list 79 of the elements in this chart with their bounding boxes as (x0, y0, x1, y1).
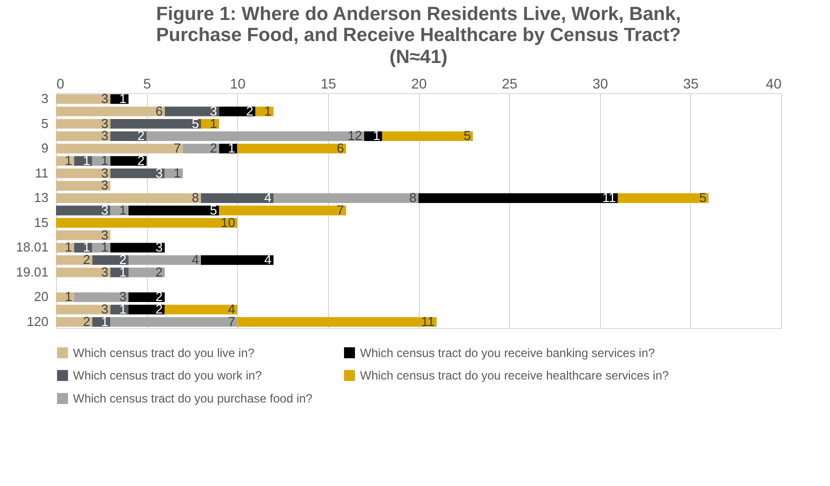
data-label: 8 (192, 190, 199, 206)
data-label: 8 (409, 190, 416, 206)
data-label: 2 (83, 314, 90, 329)
x-tick-label: 10 (230, 76, 246, 92)
data-label: 6 (336, 140, 344, 156)
data-label: 1 (119, 91, 126, 106)
data-label: 1 (210, 116, 218, 131)
data-label: 2 (210, 140, 218, 156)
data-label: 3 (119, 289, 126, 304)
data-label: 3 (156, 165, 163, 180)
x-tick-label: 35 (683, 76, 699, 92)
data-label: 3 (101, 116, 108, 131)
data-label: 1 (119, 302, 126, 317)
chart-title: Figure 1: Where do Anderson Residents Live, Work, Bank, Purchase Food, and Receive Healthcare by Census Tract? (156, 4, 681, 46)
x-tick-label: 40 (766, 76, 782, 92)
data-label: 11 (602, 190, 616, 206)
data-label: 1 (228, 140, 236, 156)
y-tick-label: 120 (26, 314, 48, 329)
data-label: 1 (264, 103, 272, 118)
data-label: 3 (101, 202, 108, 218)
data-label: 11 (421, 314, 435, 329)
data-label: 1 (64, 289, 72, 304)
legend-label: Which census tract do you receive healthcare services in? (360, 368, 670, 382)
data-label: 2 (156, 264, 163, 280)
data-label: 2 (137, 128, 145, 144)
y-tick-label: 9 (41, 140, 48, 156)
data-label: 3 (101, 128, 108, 144)
data-label: 3 (101, 227, 108, 242)
data-label: 3 (210, 103, 218, 118)
data-label: 3 (101, 91, 108, 106)
data-label: 2 (137, 152, 145, 168)
data-label: 2 (246, 103, 254, 118)
data-label: 3 (101, 165, 108, 180)
x-tick-label: 30 (592, 76, 608, 92)
data-label: 2 (156, 289, 163, 304)
data-label: 1 (373, 128, 380, 144)
data-label: 1 (101, 152, 108, 168)
legend-label: Which census tract do you receive banking services in? (360, 346, 656, 360)
x-tick-label: 25 (502, 76, 518, 92)
data-label: 5 (192, 116, 199, 131)
data-label: 12 (348, 128, 362, 144)
data-label: 2 (83, 252, 90, 268)
x-tick-label: 20 (411, 76, 427, 92)
data-label: 7 (336, 202, 344, 218)
y-tick-label: 11 (35, 165, 48, 180)
data-label: 4 (192, 252, 199, 268)
y-tick-label: 3 (41, 91, 48, 106)
data-label: 1 (101, 240, 108, 255)
data-label: 7 (174, 140, 181, 156)
data-label: 1 (83, 152, 90, 168)
data-label: 3 (101, 264, 108, 280)
data-label: 1 (64, 152, 72, 168)
y-tick-label: 13 (34, 190, 48, 206)
data-label: 3 (101, 178, 108, 193)
y-tick-label: 20 (34, 289, 48, 304)
data-label: 6 (156, 103, 163, 118)
y-tick-label: 19.01 (16, 264, 48, 280)
data-label: 1 (174, 165, 181, 180)
y-tick-label: 18.01 (16, 240, 48, 255)
x-tick-label: 0 (56, 76, 64, 92)
legend-label: Which census tract do you purchase food in? (73, 392, 313, 406)
data-label: 5 (210, 202, 218, 218)
data-label: 1 (83, 240, 90, 255)
data-label: 5 (464, 128, 471, 144)
x-tick-label: 15 (320, 76, 336, 92)
data-label: 2 (156, 302, 163, 317)
data-label: 1 (64, 240, 72, 255)
y-tick-label: 15 (34, 214, 48, 230)
data-label: 4 (264, 190, 272, 206)
legend-label: Which census tract do you work in? (73, 368, 262, 382)
data-label: 5 (699, 190, 706, 206)
data-label: 3 (156, 240, 163, 255)
x-tick-label: 5 (143, 76, 152, 92)
chart-subtitle: (N≈41) (390, 47, 448, 68)
data-label: 1 (119, 202, 126, 218)
data-label: 10 (220, 214, 236, 230)
y-tick-label: 5 (41, 116, 48, 131)
data-label: 4 (264, 252, 272, 268)
legend-label: Which census tract do you live in? (73, 346, 255, 360)
